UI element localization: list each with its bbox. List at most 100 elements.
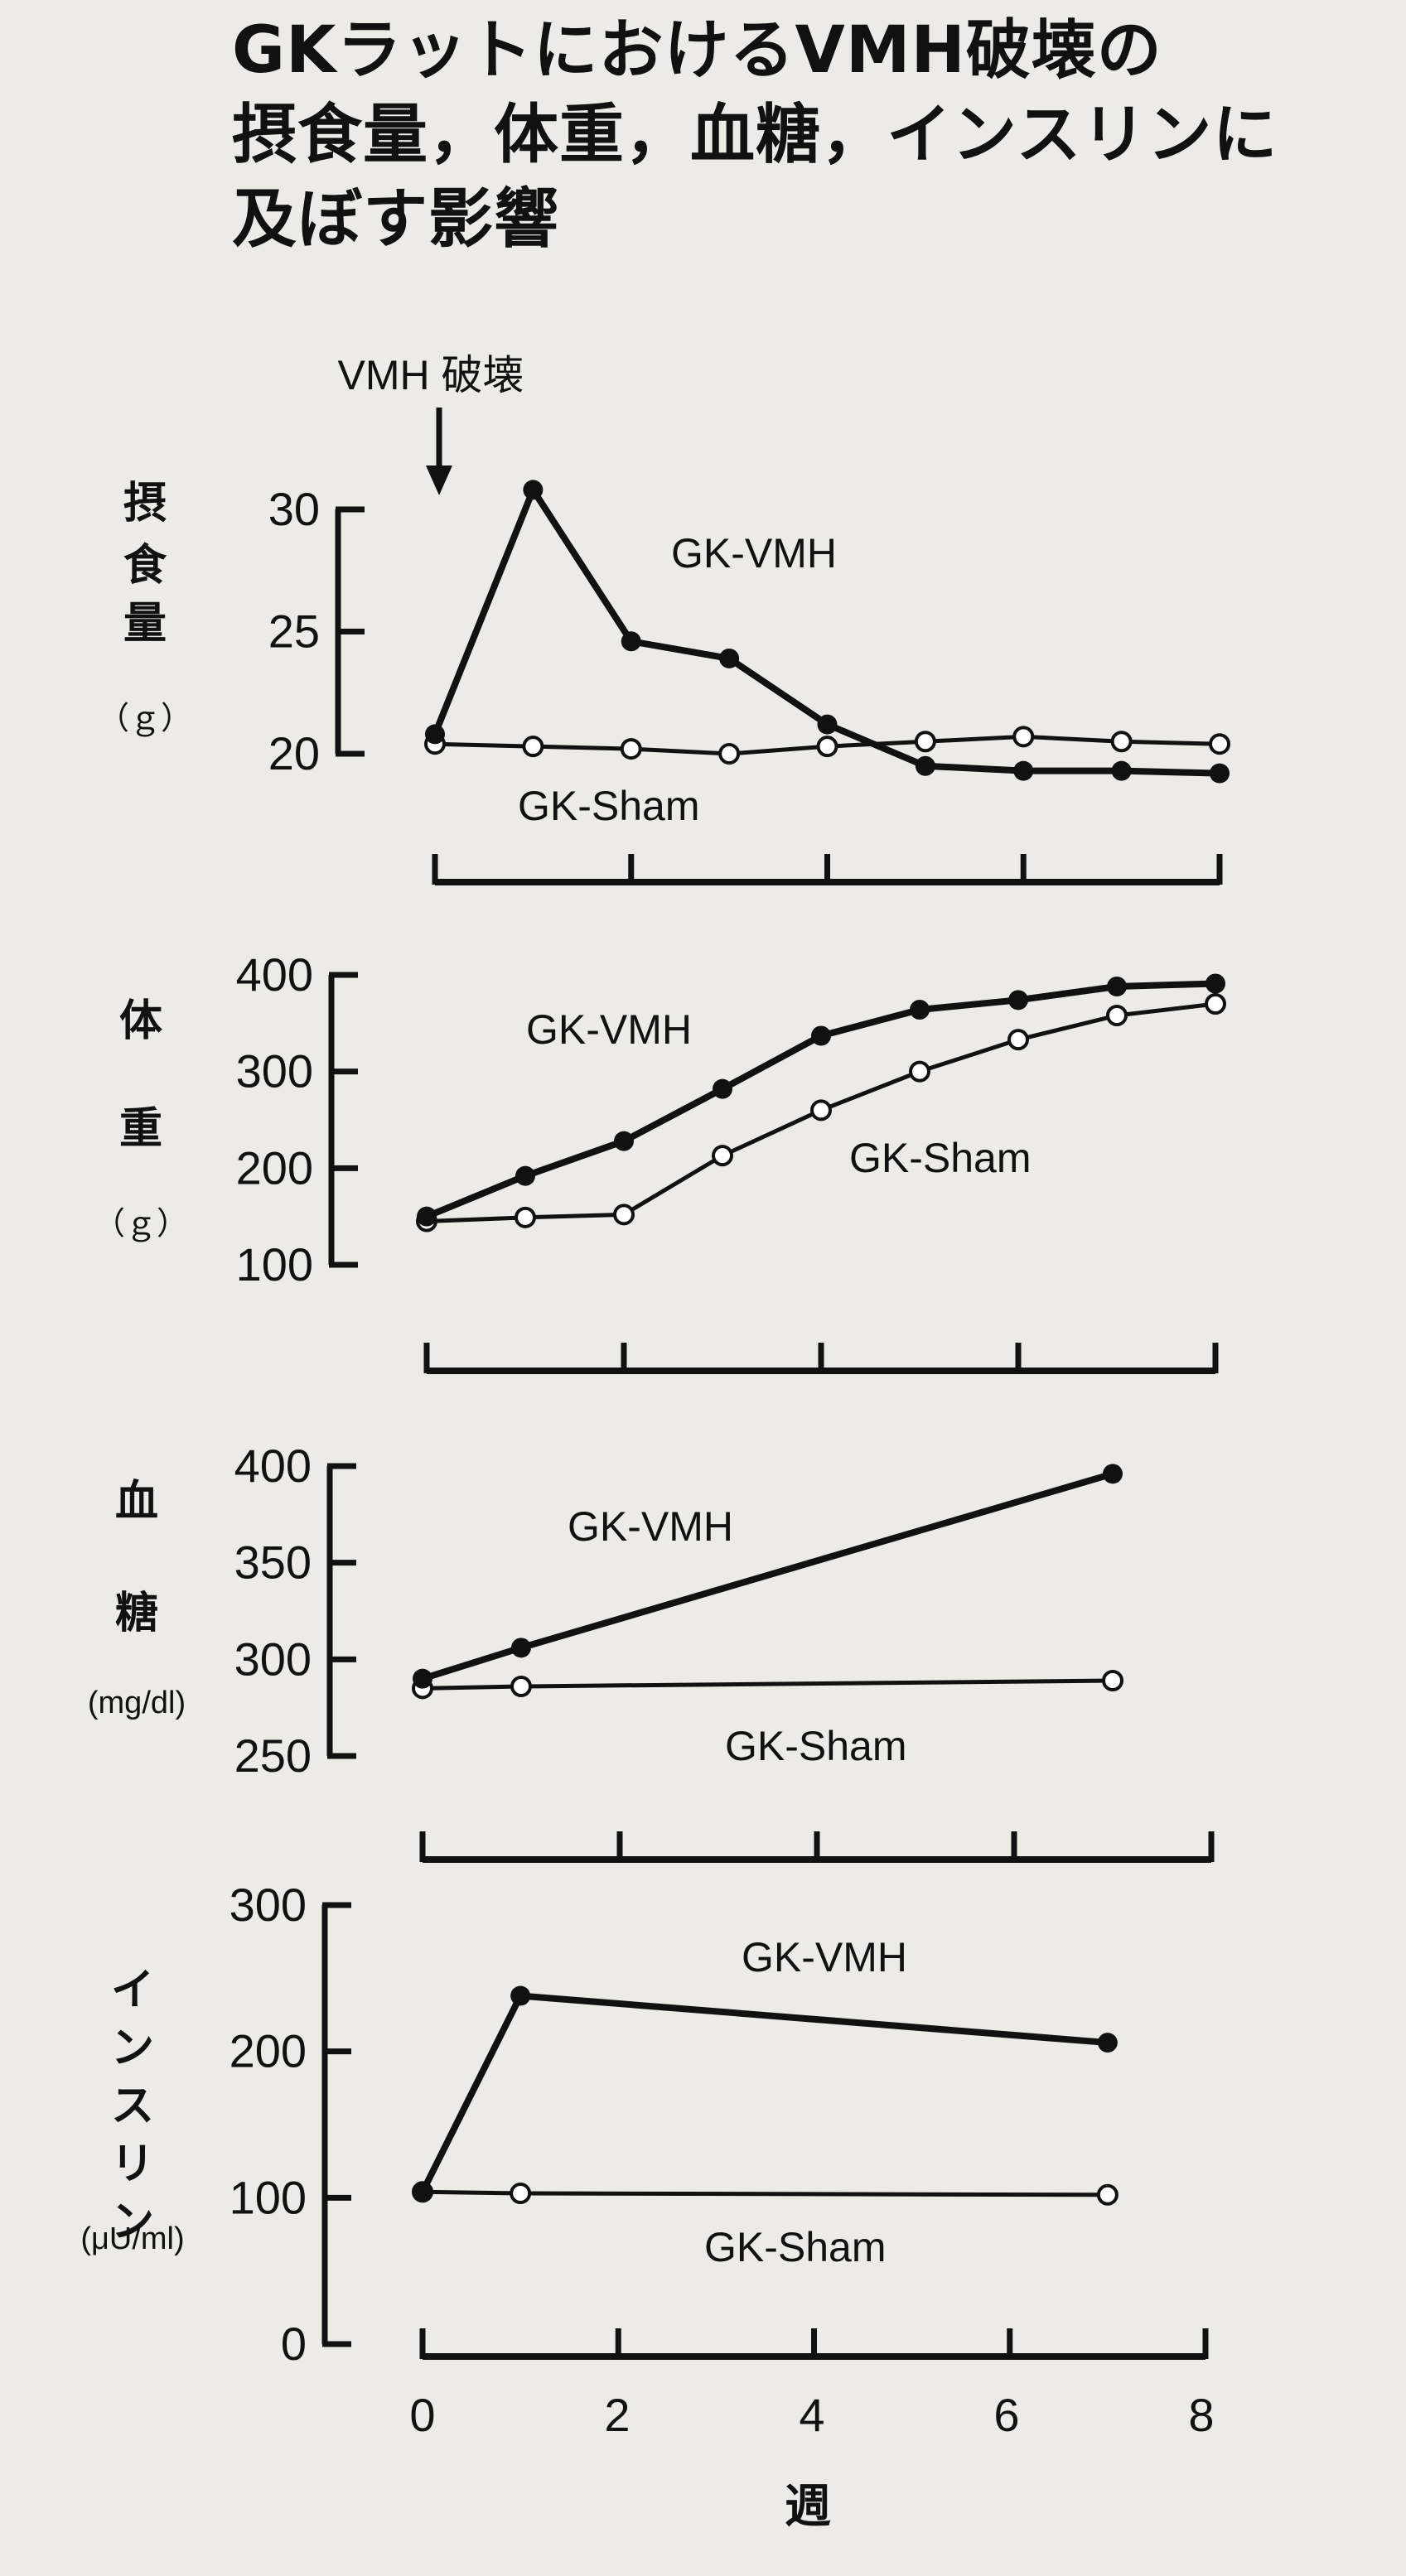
series-label-gk-vmh: GK-VMH (671, 530, 837, 576)
data-point-gk-vmh (1111, 760, 1132, 781)
y-axis-title-char: 体 (119, 996, 162, 1046)
data-point-gk-vmh (1103, 1464, 1123, 1484)
data-point-gk-sham (1102, 1670, 1123, 1691)
data-point-gk-vmh (1210, 763, 1230, 784)
y-axis-unit: （ｇ） (98, 702, 192, 736)
chart-panel-2: 400 300 200 100 体重 （ｇ） GK-VMH GK-Sham (94, 948, 1226, 1374)
data-point-gk-sham (718, 743, 741, 765)
y-tick-label: 100 (230, 2171, 307, 2223)
series-label-gk-sham: GK-Sham (704, 2224, 887, 2270)
data-point-gk-sham (1096, 2183, 1119, 2206)
data-point-gk-sham (620, 738, 642, 760)
title-line-3: 及ぼす影響 (232, 182, 560, 257)
x-tick-label-8: 8 (1188, 2389, 1214, 2441)
y-axis-title-char: 量 (123, 599, 167, 649)
y-axis-unit: (μU/ml) (80, 2221, 184, 2256)
series-label-gk-sham: GK-Sham (849, 1135, 1032, 1181)
y-axis-title-char: ン (111, 2197, 154, 2247)
series-label-gk-vmh: GK-VMH (568, 1503, 733, 1550)
data-point-gk-vmh (413, 1668, 432, 1689)
series-label-gk-vmh: GK-VMH (742, 1934, 907, 1980)
y-axis-title-char: 摂 (123, 479, 167, 528)
data-point-gk-vmh (413, 2182, 432, 2202)
vmh-destruction-annotation: VMH 破壊 (338, 352, 524, 398)
data-point-gk-sham (522, 736, 544, 758)
chart-panel-3: 400 350 300 250 血糖 (mg/dl) GK-VMH GK-Sham (88, 1440, 1215, 1863)
data-point-gk-vmh (1107, 977, 1127, 996)
data-point-gk-sham (1205, 993, 1226, 1015)
y-tick-label: 100 (236, 1238, 313, 1290)
data-point-gk-vmh (511, 1638, 531, 1658)
y-tick-label: 250 (234, 1729, 312, 1782)
figure-title: GKラットにおけるVMH破壊の 摂食量，体重，血糖，インスリンに 及ぼす影響 (232, 8, 1392, 262)
y-axis-title-char: ン (111, 2024, 154, 2073)
data-point-gk-vmh (1013, 760, 1034, 781)
x-axis-tick-labels: 0 2 4 6 8 (409, 2389, 1214, 2441)
series-label-gk-sham: GK-Sham (518, 783, 700, 829)
chart-panels: 30 25 20 摂食量 （ｇ） GK-VMH GK-Sham 400 300 200 100 体重 （… (80, 479, 1230, 2370)
data-point-gk-sham (810, 1099, 832, 1122)
y-tick-label: 400 (234, 1440, 312, 1492)
data-point-gk-vmh (719, 648, 740, 668)
y-tick-label: 30 (268, 483, 320, 535)
y-axis-title-char: 食 (123, 541, 167, 591)
x-tick-label-6: 6 (993, 2389, 1019, 2441)
y-axis-unit: (mg/dl) (88, 1686, 186, 1720)
y-tick-label: 0 (281, 2318, 307, 2370)
x-axis-title: 週 (785, 2480, 831, 2534)
data-point-gk-sham (1209, 733, 1230, 755)
data-point-gk-sham (816, 736, 838, 758)
data-point-gk-sham (1106, 1005, 1128, 1026)
data-point-gk-sham (510, 1676, 532, 1697)
data-point-gk-vmh (1205, 973, 1225, 994)
data-point-gk-vmh (621, 631, 641, 652)
data-point-gk-vmh (515, 1165, 535, 1186)
x-tick-label-2: 2 (604, 2389, 630, 2441)
y-tick-label: 200 (230, 2025, 307, 2077)
data-point-gk-vmh (614, 1131, 634, 1151)
data-point-gk-vmh (910, 1000, 930, 1020)
y-tick-label: 400 (236, 948, 313, 1001)
y-axis-title-char: リ (111, 2139, 154, 2189)
y-tick-label: 25 (268, 605, 320, 658)
data-point-gk-vmh (425, 724, 445, 745)
data-point-gk-sham (1007, 1029, 1029, 1051)
data-point-gk-vmh (915, 755, 935, 776)
y-axis-unit: （ｇ） (94, 1207, 188, 1242)
data-point-gk-sham (1012, 726, 1035, 748)
data-point-gk-sham (510, 2183, 532, 2205)
chart-panel-1: 30 25 20 摂食量 （ｇ） GK-VMH GK-Sham (98, 479, 1230, 885)
series-line-gk-vmh (419, 1992, 1109, 2194)
series-label-gk-vmh: GK-VMH (526, 1006, 692, 1053)
x-tick-label-4: 4 (799, 2389, 824, 2441)
title-line-1: GKラットにおけるVMH破壊の (232, 13, 1162, 88)
vmh-destruction-arrow-icon (426, 408, 452, 495)
series-label-gk-sham: GK-Sham (725, 1723, 907, 1769)
data-point-gk-sham (909, 1060, 930, 1083)
y-axis-title-char: 糖 (115, 1589, 158, 1638)
y-tick-label: 300 (234, 1633, 312, 1685)
y-axis-title-char: イ (111, 1966, 154, 2015)
x-tick-label-0: 0 (409, 2389, 435, 2441)
y-tick-label: 300 (230, 1879, 307, 1931)
data-point-gk-sham (515, 1206, 536, 1228)
y-axis-title-char: ス (111, 2082, 154, 2131)
data-point-gk-vmh (1008, 990, 1028, 1011)
data-point-gk-vmh (417, 1206, 437, 1227)
y-tick-label: 20 (268, 727, 320, 779)
data-point-gk-sham (914, 731, 936, 753)
data-point-gk-vmh (510, 1985, 531, 2006)
data-point-gk-sham (613, 1204, 635, 1226)
data-point-gk-vmh (713, 1078, 732, 1099)
y-axis-title-char: 血 (115, 1477, 158, 1527)
data-point-gk-sham (1110, 731, 1133, 753)
y-tick-label: 300 (236, 1045, 313, 1097)
data-point-gk-sham (712, 1145, 733, 1167)
data-point-gk-vmh (811, 1025, 831, 1046)
y-tick-label: 350 (234, 1536, 312, 1589)
data-point-gk-vmh (523, 480, 544, 500)
y-tick-label: 200 (236, 1141, 313, 1194)
